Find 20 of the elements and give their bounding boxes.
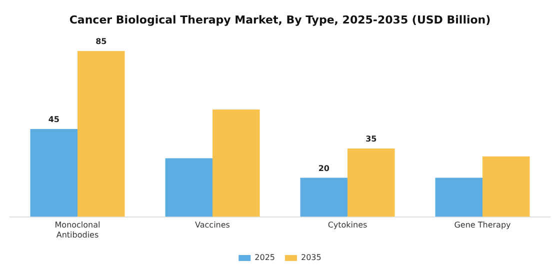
legend-label: 2025 bbox=[254, 253, 275, 262]
bar bbox=[300, 178, 348, 217]
x-tick-label: Cytokines bbox=[328, 220, 368, 230]
bar bbox=[212, 109, 260, 217]
x-tick-label: Vaccines bbox=[195, 220, 230, 230]
data-label: 45 bbox=[48, 115, 60, 124]
category-label: Monoclonal bbox=[54, 220, 100, 230]
data-label: 35 bbox=[366, 134, 378, 144]
x-tick-label: Gene Therapy bbox=[454, 220, 512, 230]
bar bbox=[482, 156, 530, 217]
bar bbox=[348, 148, 395, 217]
data-label: 20 bbox=[318, 164, 330, 173]
data-label: 85 bbox=[96, 37, 108, 46]
bar bbox=[435, 178, 482, 217]
chart-title: Cancer Biological Therapy Market, By Type, 2025-2035 (USD Billion) bbox=[69, 13, 491, 26]
category-label: Antibodies bbox=[56, 230, 99, 240]
bar bbox=[78, 50, 125, 217]
bar bbox=[30, 129, 78, 217]
legend-label: 2035 bbox=[301, 253, 322, 262]
bar bbox=[165, 158, 212, 217]
